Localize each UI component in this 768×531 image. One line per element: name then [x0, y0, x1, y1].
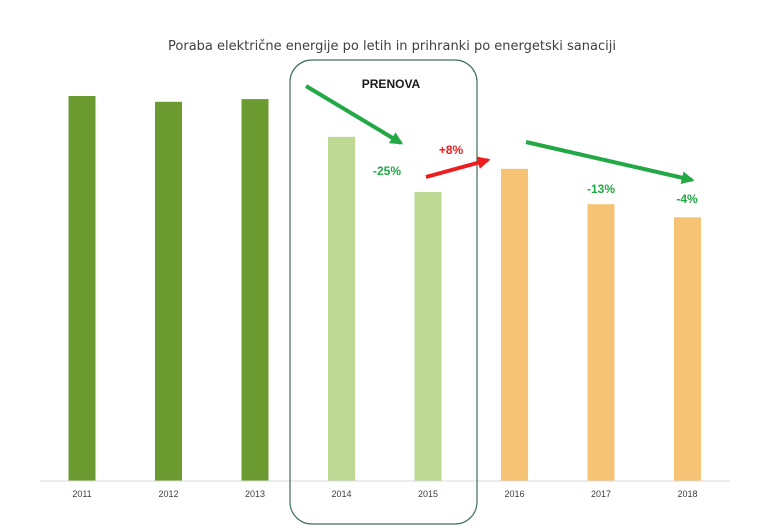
x-tick-label-2015: 2015: [418, 489, 438, 499]
x-tick-label-2017: 2017: [591, 489, 611, 499]
chart-title: Poraba električne energije po letih in p…: [168, 39, 616, 54]
bar-2014: [328, 136, 355, 482]
arrow-2016-2018: [525, 140, 695, 184]
x-tick-label-2011: 2011: [72, 489, 91, 499]
annotation-plus-8: +8%: [439, 143, 464, 157]
bar-2012: [155, 101, 182, 482]
x-tick-label-2012: 2012: [158, 489, 178, 499]
x-tick-label-2013: 2013: [245, 489, 265, 499]
x-tick-label-2016: 2016: [504, 489, 524, 499]
renovation-highlight-box: [289, 59, 478, 525]
x-tick-label-2014: 2014: [331, 489, 351, 499]
annotation-minus-13: -13%: [587, 182, 615, 196]
renovation-label: PRENOVA: [362, 77, 421, 91]
arrow-2015-2016: [425, 156, 491, 179]
bar-2017: [587, 204, 615, 481]
bars: [68, 96, 701, 482]
bar-2013: [241, 99, 269, 481]
bar-2011: [68, 96, 96, 481]
x-tick-label-2018: 2018: [677, 489, 697, 499]
annotation-minus-25: -25%: [373, 164, 401, 178]
annotation-minus-4: -4%: [676, 192, 698, 206]
bar-2018: [674, 217, 701, 482]
bar-2016: [501, 168, 528, 482]
bar-2015: [414, 191, 442, 481]
arrow-2014-2015: [304, 84, 404, 145]
x-tick-labels: 2011 2012 2013 2014 2015 2016 2017 2018: [72, 489, 697, 499]
